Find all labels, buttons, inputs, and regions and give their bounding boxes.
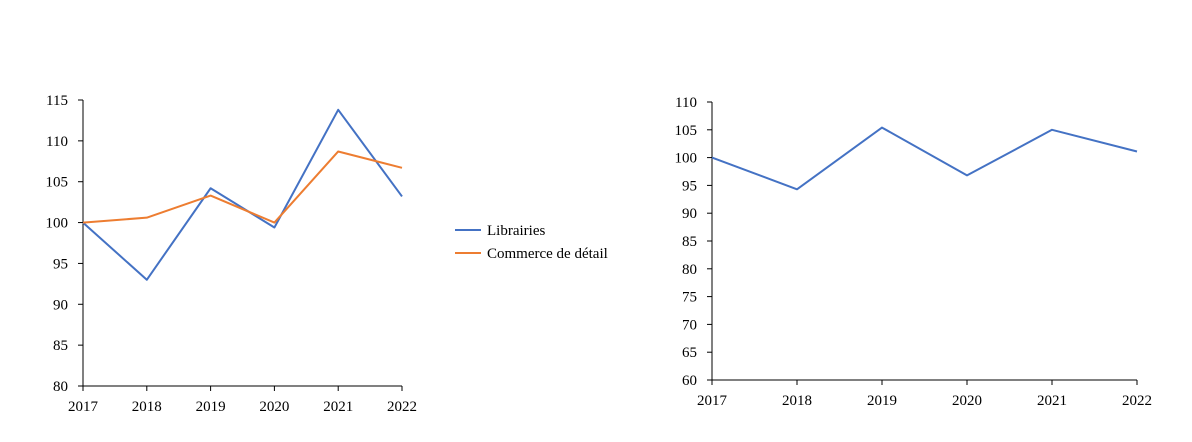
y-tick-label: 85 — [682, 234, 697, 250]
y-tick-label: 105 — [675, 123, 698, 139]
y-tick-label: 75 — [682, 290, 697, 306]
y-tick-label: 100 — [675, 151, 698, 167]
x-tick-label: 2021 — [323, 399, 353, 415]
x-tick-label: 2021 — [1037, 393, 1067, 409]
y-tick-label: 105 — [46, 175, 69, 191]
y-tick-label: 80 — [53, 379, 68, 395]
y-tick-label: 60 — [682, 373, 697, 389]
y-tick-label: 110 — [46, 134, 68, 150]
x-tick-label: 2017 — [697, 393, 728, 409]
y-tick-label: 90 — [682, 206, 697, 222]
y-tick-label: 110 — [675, 95, 697, 111]
x-tick-label: 2022 — [387, 399, 417, 415]
y-tick-label: 70 — [682, 317, 697, 333]
series-line-0 — [711, 126, 1138, 191]
series-line-1 — [82, 150, 403, 224]
x-tick-label: 2020 — [952, 393, 982, 409]
y-tick-label: 95 — [682, 178, 697, 194]
y-tick-label: 115 — [46, 93, 68, 109]
x-tick-label: 2018 — [132, 399, 162, 415]
x-tick-label: 2017 — [68, 399, 99, 415]
y-tick-label: 100 — [46, 216, 69, 232]
x-tick-label: 2022 — [1122, 393, 1152, 409]
x-tick-label: 2018 — [782, 393, 812, 409]
y-tick-label: 85 — [53, 338, 68, 354]
chart-single-series: 60 65 70 75 80 85 90 95 100 105 110 2017 2018 2019 202… — [675, 95, 1153, 409]
y-tick-label: 95 — [53, 256, 68, 272]
chart-librairies-vs-commerce: 80 85 90 95 100 105 110 115 2017 2018 2019 2020 2021… — [46, 93, 418, 415]
y-tick-label: 80 — [682, 262, 697, 278]
y-tick-label: 65 — [682, 345, 697, 361]
legend-label: Commerce de détail — [487, 246, 608, 262]
series-line-0 — [82, 108, 403, 281]
y-tick-label: 90 — [53, 297, 68, 313]
x-tick-label: 2019 — [867, 393, 897, 409]
legend-label: Librairies — [487, 223, 545, 239]
legend: Librairies Commerce de détail — [455, 223, 608, 262]
x-tick-label: 2020 — [259, 399, 289, 415]
x-tick-label: 2019 — [196, 399, 226, 415]
